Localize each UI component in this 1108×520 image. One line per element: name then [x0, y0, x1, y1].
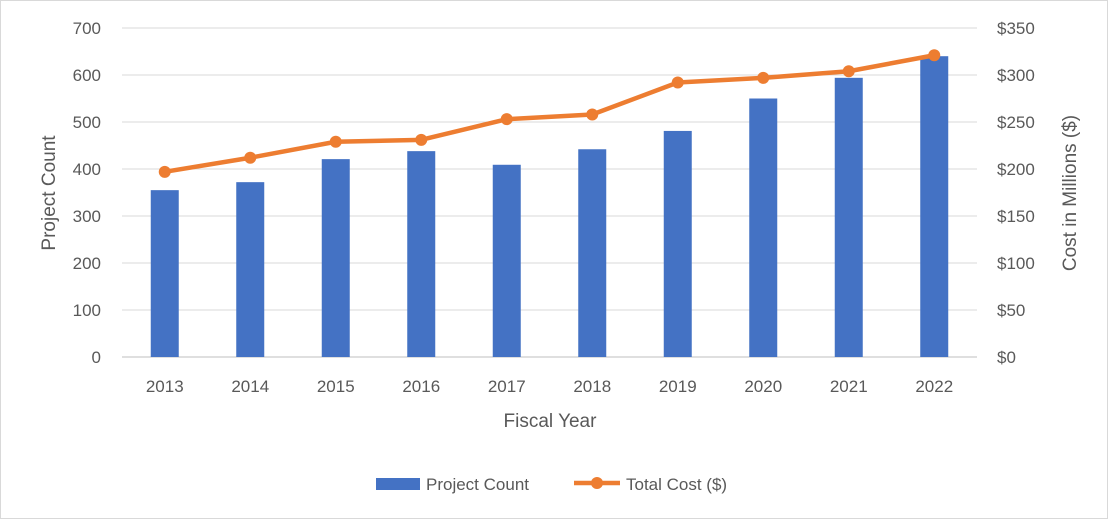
y2-tick-label: $150	[997, 207, 1035, 226]
bar-project-count	[321, 159, 350, 357]
y2-tick-label: $350	[997, 19, 1035, 38]
x-tick-label: 2017	[488, 377, 526, 396]
bar-series-project-count	[150, 56, 949, 357]
bar-project-count	[578, 149, 607, 357]
y-tick-label: 200	[73, 254, 101, 273]
y-tick-label: 700	[73, 19, 101, 38]
legend-label-total-cost: Total Cost ($)	[626, 475, 727, 494]
bar-project-count	[663, 130, 692, 357]
marker-total-cost	[158, 165, 171, 178]
y-tick-label: 500	[73, 113, 101, 132]
marker-total-cost	[586, 108, 599, 121]
x-axis-title: Fiscal Year	[504, 411, 598, 432]
y-tick-label: 300	[73, 207, 101, 226]
marker-total-cost	[757, 71, 770, 84]
x-axis-ticks: 2013 2014 2015 2016 2017 2018 2019 2020 2021 2022	[146, 377, 953, 396]
x-tick-label: 2016	[402, 377, 440, 396]
y-axis-title: Project Count	[39, 135, 60, 251]
marker-total-cost	[500, 113, 513, 126]
bar-project-count	[492, 164, 521, 357]
legend: Project Count Total Cost ($)	[376, 475, 727, 494]
marker-total-cost	[329, 135, 342, 148]
marker-total-cost	[928, 49, 941, 62]
y2-tick-label: $100	[997, 254, 1035, 273]
bar-project-count	[407, 151, 436, 357]
x-tick-label: 2019	[659, 377, 697, 396]
x-tick-label: 2020	[744, 377, 782, 396]
x-tick-label: 2014	[231, 377, 269, 396]
y-tick-label: 0	[92, 348, 101, 367]
y2-tick-label: $50	[997, 301, 1025, 320]
y-tick-label: 400	[73, 160, 101, 179]
x-tick-label: 2021	[830, 377, 868, 396]
right-axis-ticks: $0 $50 $100 $150 $200 $250 $300 $350	[997, 19, 1035, 367]
x-tick-label: 2015	[317, 377, 355, 396]
left-axis-ticks: 0 100 200 300 400 500 600 700	[73, 19, 101, 367]
x-tick-label: 2022	[915, 377, 953, 396]
line-total-cost	[162, 53, 937, 175]
marker-total-cost	[244, 151, 257, 164]
legend-swatch-project-count	[376, 478, 420, 490]
legend-label-project-count: Project Count	[426, 475, 529, 494]
y-tick-label: 600	[73, 66, 101, 85]
marker-total-cost	[415, 133, 428, 146]
y2-axis-title: Cost in Millions ($)	[1060, 115, 1081, 271]
y2-tick-label: $0	[997, 348, 1016, 367]
marker-total-cost	[671, 76, 684, 89]
bar-project-count	[236, 182, 265, 357]
legend-marker-total-cost	[591, 477, 603, 489]
marker-total-cost	[842, 65, 855, 78]
gridlines	[122, 27, 977, 358]
bar-project-count	[749, 98, 778, 357]
x-tick-label: 2013	[146, 377, 184, 396]
x-tick-label: 2018	[573, 377, 611, 396]
line-series-total-cost	[158, 49, 941, 178]
y2-tick-label: $200	[997, 160, 1035, 179]
bar-project-count	[150, 190, 179, 357]
bar-project-count	[834, 77, 863, 357]
y2-tick-label: $300	[997, 66, 1035, 85]
y2-tick-label: $250	[997, 113, 1035, 132]
bar-project-count	[920, 56, 949, 357]
y-tick-label: 100	[73, 301, 101, 320]
